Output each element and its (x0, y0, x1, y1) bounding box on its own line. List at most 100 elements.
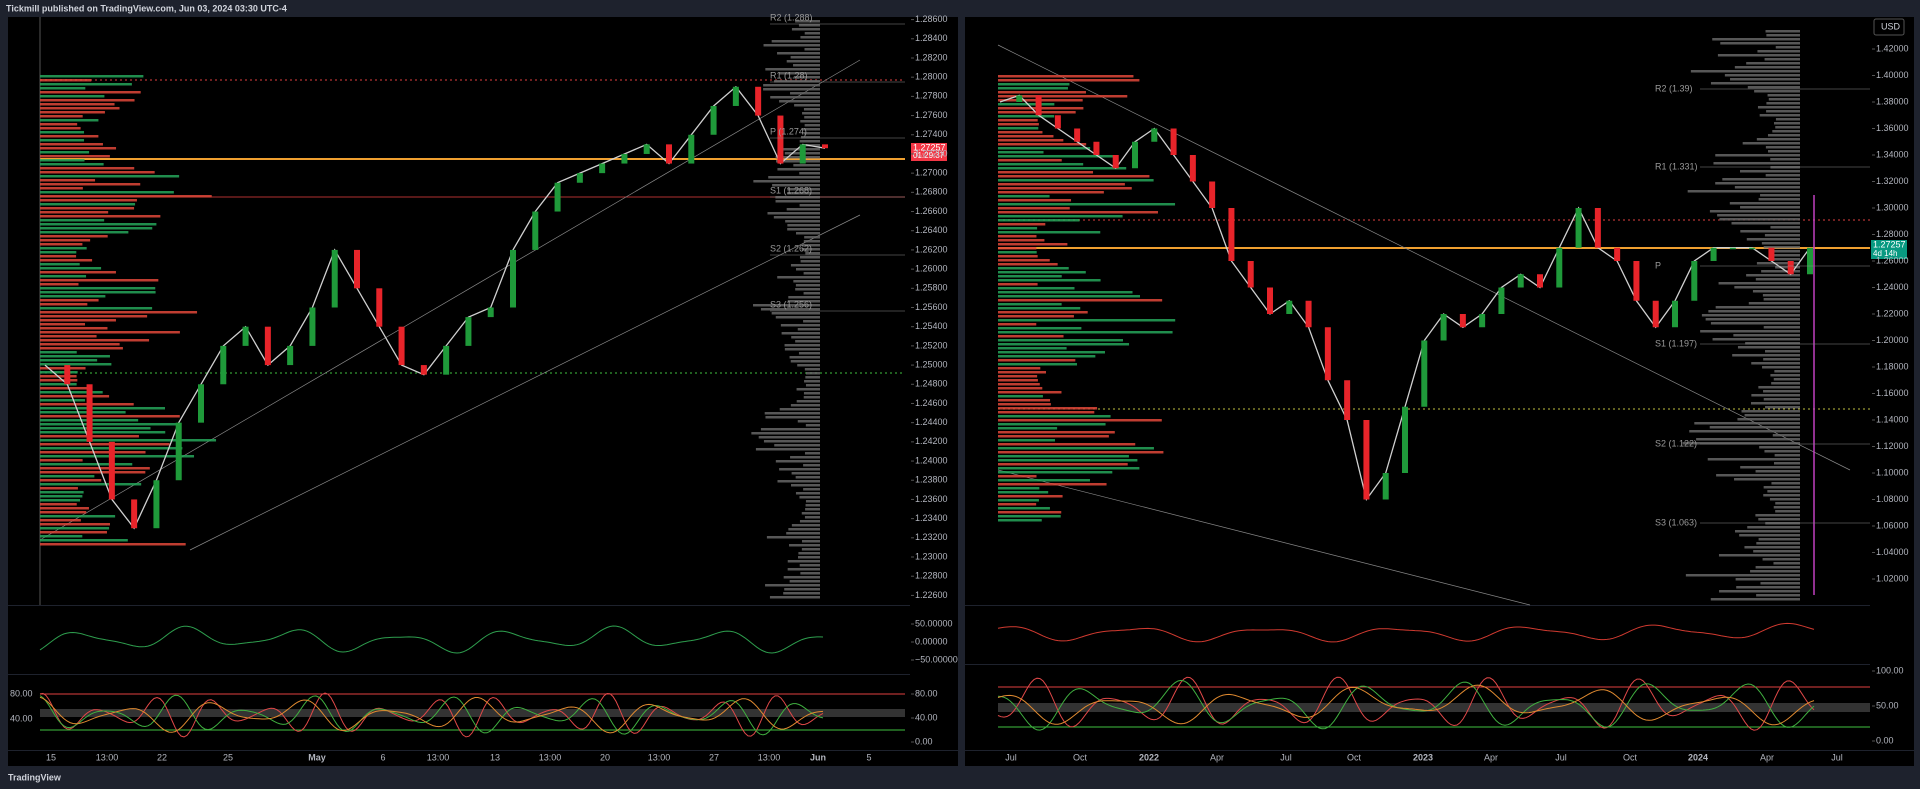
volume-profile-bar (775, 156, 820, 159)
volume-profile-bar (781, 332, 820, 335)
volume-profile-bar (998, 395, 1043, 398)
volume-profile-bar (40, 135, 99, 138)
volume-profile-bar (1771, 482, 1800, 485)
volume-profile-bar (998, 383, 1040, 386)
candle (1054, 115, 1061, 129)
volume-profile-bar (805, 508, 820, 511)
y-tick-label: 1.27800 (915, 91, 948, 101)
volume-profile-bar (40, 507, 89, 510)
volume-profile-bar (40, 123, 78, 126)
volume-profile-bar (1734, 286, 1800, 289)
volume-profile-bar (1716, 474, 1800, 477)
volume-profile-bar (769, 596, 820, 599)
volume-profile-bar (40, 91, 141, 94)
volume-profile-bar (40, 423, 180, 426)
volume-profile-bar (805, 500, 820, 503)
candle (666, 144, 672, 164)
y-tick-label: 1.24800 (915, 379, 948, 389)
volume-profile-bar (998, 471, 1113, 474)
volume-profile-bar (785, 220, 820, 223)
volume-profile-bar (998, 231, 1101, 234)
volume-profile-bar (40, 203, 136, 206)
volume-profile-bar (40, 163, 104, 166)
volume-profile-bar (40, 327, 108, 330)
volume-profile-bar (786, 532, 820, 535)
currency[interactable]: USD (1881, 21, 1901, 31)
volume-profile-bar (1763, 246, 1800, 249)
volume-profile-bar (802, 128, 820, 131)
candle (465, 317, 472, 346)
volume-profile-bar (998, 219, 1080, 222)
volume-profile-bar (40, 195, 212, 198)
volume-profile-bar (780, 324, 820, 327)
volume-profile-bar (1748, 302, 1800, 305)
y-tick-label: 1.26200 (915, 244, 948, 254)
candle (1691, 261, 1698, 301)
volume-profile-bar (800, 120, 820, 123)
volume-profile-bar (40, 287, 156, 290)
pivot-label: S1 (1.268) (770, 185, 812, 195)
candle (1382, 473, 1389, 500)
candle (487, 307, 494, 318)
candle (86, 384, 93, 442)
volume-profile-bar (40, 395, 110, 398)
volume-profile-bar (1759, 114, 1800, 117)
volume-profile-bar (40, 387, 92, 390)
volume-profile-bar (784, 344, 820, 347)
volume-profile-bar (1744, 414, 1800, 417)
volume-profile-bar (998, 319, 1176, 322)
osc-band (40, 709, 905, 717)
volume-profile-bar (40, 495, 83, 498)
volume-profile-bar (40, 215, 161, 218)
volume-profile-bar (799, 520, 820, 523)
candle (354, 249, 360, 289)
volume-profile-bar (772, 184, 820, 187)
volume-profile-bar (40, 87, 86, 90)
volume-profile-bar (1767, 134, 1800, 137)
volume-profile-bar (1719, 590, 1800, 593)
volume-profile-bar (998, 507, 1050, 510)
x-tick-label: 13:00 (648, 752, 671, 762)
candle (1363, 420, 1370, 500)
volume-profile-bar (40, 467, 150, 470)
volume-profile-bar (795, 340, 820, 343)
volume-profile-bar (998, 411, 1095, 414)
candle (1189, 155, 1196, 182)
candle (242, 326, 249, 346)
volume-profile-bar (1740, 466, 1800, 469)
volume-profile-bar (1712, 38, 1800, 41)
volume-profile-bar (1758, 518, 1800, 521)
y-tick-label: 1.26800 (915, 187, 948, 197)
volume-profile-bar (40, 475, 95, 478)
candle (576, 173, 583, 183)
volume-profile-bar (998, 91, 1086, 94)
volume-profile-bar (803, 464, 820, 467)
volume-profile-bar (1710, 598, 1800, 601)
currency-box[interactable] (1873, 18, 1905, 36)
volume-profile-bar (998, 323, 1037, 326)
y-tick-label: 1.25800 (915, 283, 948, 293)
x-tick-label: Apr (1210, 752, 1224, 762)
y-tick-label: 1.36000 (1876, 123, 1909, 133)
volume-profile-bar (40, 543, 186, 546)
volume-profile-bar (40, 111, 105, 114)
y-tick-label: 1.23800 (915, 475, 948, 485)
volume-profile-bar (791, 336, 820, 339)
volume-profile-bar (40, 519, 81, 522)
volume-profile-bar (40, 523, 110, 526)
volume-profile-bar (803, 240, 820, 243)
volume-profile-bar (998, 235, 1037, 238)
volume-profile-bar (800, 260, 820, 263)
x-tick-label: 2022 (1139, 752, 1159, 762)
volume-profile-bar (998, 255, 1038, 258)
y-tick-label: 1.22600 (915, 590, 948, 600)
volume-profile-bar (998, 135, 1054, 138)
volume-profile-bar (1751, 394, 1800, 397)
y-tick-label: 1.32000 (1876, 176, 1909, 186)
volume-profile-bar (40, 351, 77, 354)
volume-profile-bar (40, 95, 105, 98)
volume-profile-bar (788, 296, 820, 299)
volume-profile-bar (787, 560, 820, 563)
x-tick-label: Jul (1005, 752, 1017, 762)
x-tick-label: Jul (1555, 752, 1567, 762)
